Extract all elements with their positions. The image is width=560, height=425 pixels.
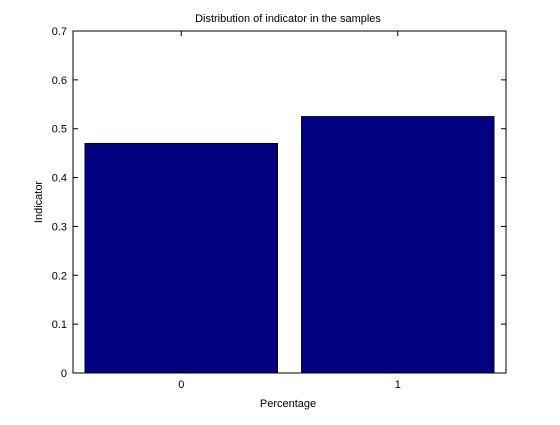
y-tick-label: 0.4	[52, 173, 67, 185]
y-tick-label: 0	[61, 368, 67, 380]
chart-title: Distribution of indicator in the samples	[195, 13, 381, 25]
axes-frame	[72, 30, 507, 374]
y-axis-label: Indicator	[33, 181, 45, 224]
x-axis-label: Percentage	[260, 398, 316, 410]
y-tick-label: 0.2	[52, 270, 67, 282]
y-tick-label: 0.1	[52, 319, 67, 331]
x-tick-label: 1	[395, 379, 401, 391]
bar-0	[84, 142, 279, 374]
plot-area: 0 0.1 0.2 0.3 0.4 0.5 0.6 0.7 0 1	[52, 26, 507, 391]
y-tick-label: 0.6	[52, 75, 67, 87]
y-tick-label: 0.7	[52, 26, 67, 38]
y-tick-label: 0.5	[52, 124, 67, 136]
y-tick-label: 0.3	[52, 221, 67, 233]
x-tick-label: 0	[178, 379, 184, 391]
bar-1	[301, 116, 495, 374]
